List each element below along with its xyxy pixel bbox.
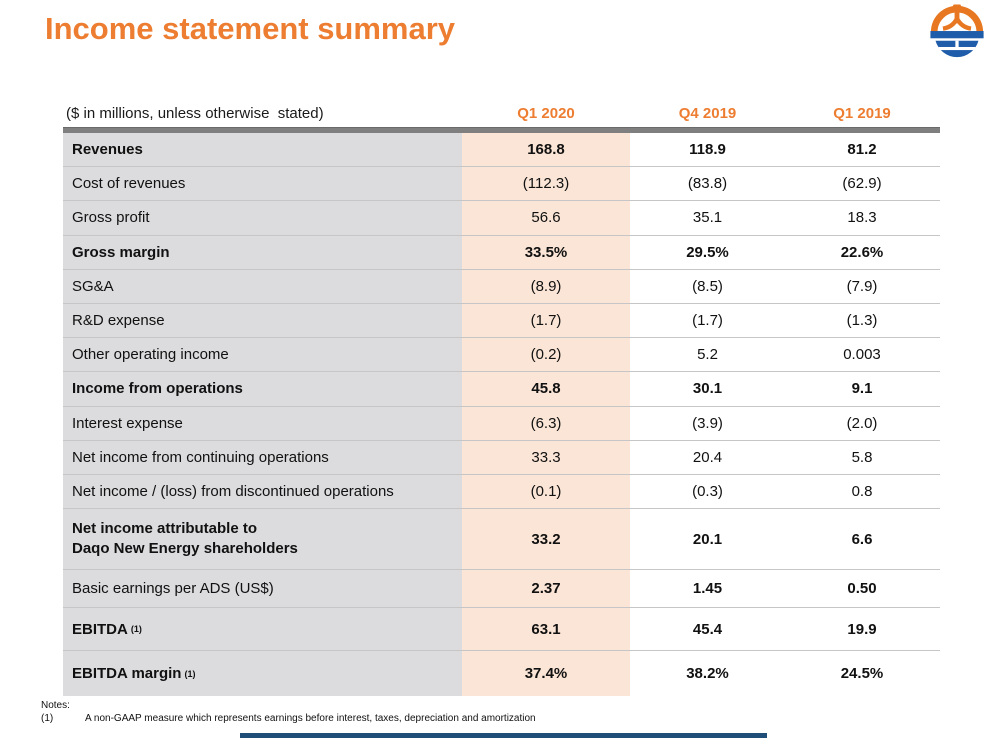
company-logo-icon (930, 4, 984, 58)
row-label: Income from operations (63, 372, 462, 406)
row-label: Basic earnings per ADS (US$) (63, 570, 462, 608)
row-label: Other operating income (63, 338, 462, 372)
column-header-q1-2019: Q1 2019 (833, 105, 891, 122)
cell-value: 56.6 (462, 201, 630, 235)
table-row-interest-expense: Interest expense (6.3) (3.9) (2.0) (63, 406, 940, 441)
cell-value: 33.3 (462, 440, 630, 474)
cell-value: 0.003 (843, 346, 881, 364)
table-row-other-operating-income: Other operating income (0.2) 5.2 0.003 (63, 338, 940, 373)
cell-value: 2.37 (462, 570, 630, 608)
table-row-basic-eps: Basic earnings per ADS (US$) 2.37 1.45 0… (63, 570, 940, 609)
row-label: SG&A (63, 269, 462, 303)
table-row-net-income-discontinued: Net income / (loss) from discontinued op… (63, 474, 940, 510)
cell-value: 35.1 (692, 209, 723, 227)
row-label: Cost of revenues (63, 167, 462, 201)
table-header-row: ($ in millions, unless otherwise stated)… (63, 95, 940, 127)
row-label: R&D expense (63, 303, 462, 338)
row-label: Net income attributable to Daqo New Ener… (63, 509, 462, 570)
cell-value: (6.3) (462, 406, 630, 440)
row-label: EBITDA (1) (63, 608, 462, 651)
cell-value: 45.4 (692, 620, 723, 638)
note-text: A non-GAAP measure which represents earn… (85, 713, 536, 724)
cell-value: 81.2 (847, 141, 877, 159)
cell-value: (0.2) (462, 338, 630, 372)
table-row-revenues: Revenues 168.8 118.9 81.2 (63, 133, 940, 168)
footer-accent-bar (240, 733, 767, 738)
header-divider-rule (63, 127, 940, 133)
unit-note: ($ in millions, unless otherwise stated) (66, 105, 324, 122)
cell-value: 20.4 (692, 448, 723, 466)
cell-value: (0.1) (462, 474, 630, 509)
note-reference: (1) (130, 624, 142, 635)
row-label: Revenues (63, 133, 462, 167)
cell-value: 37.4% (462, 651, 630, 697)
row-label: Interest expense (63, 406, 462, 440)
cell-value: 24.5% (840, 665, 884, 683)
note-reference: (1) (184, 668, 196, 679)
table-row-sga: SG&A (8.9) (8.5) (7.9) (63, 269, 940, 304)
cell-value: 33.2 (462, 509, 630, 570)
table-row-gross-profit: Gross profit 56.6 35.1 18.3 (63, 201, 940, 236)
table-row-net-income-attributable: Net income attributable to Daqo New Ener… (63, 509, 940, 571)
column-header-q4-2019: Q4 2019 (678, 105, 737, 122)
cell-value: 168.8 (462, 133, 630, 167)
cell-value: 0.50 (847, 580, 877, 598)
cell-value: 38.2% (686, 665, 729, 683)
table-row-net-income-continuing: Net income from continuing operations 33… (63, 440, 940, 475)
table-row-income-from-operations: Income from operations 45.8 30.1 9.1 (63, 372, 940, 407)
cell-value: (1.3) (846, 312, 878, 330)
cell-value: 20.1 (692, 530, 723, 548)
cell-value: 118.9 (689, 141, 726, 159)
notes-heading: Notes: (41, 700, 70, 711)
row-label: Gross margin (63, 235, 462, 269)
row-label: EBITDA margin (1) (63, 651, 462, 697)
cell-value: 33.5% (462, 235, 630, 269)
cell-value: (1.7) (692, 312, 723, 330)
page-title: Income statement summary (45, 11, 456, 46)
row-label: Net income from continuing operations (63, 440, 462, 474)
cell-value: 30.1 (692, 380, 723, 398)
cell-value: (7.9) (846, 277, 878, 295)
footnotes: Notes: (1) A non-GAAP measure which repr… (41, 700, 536, 724)
cell-value: (62.9) (842, 175, 882, 193)
cell-value: 5.2 (697, 346, 718, 364)
note-item: (1) A non-GAAP measure which represents … (41, 713, 536, 724)
cell-value: (0.3) (692, 482, 723, 500)
cell-value: 9.1 (851, 380, 873, 398)
table-row-rd-expense: R&D expense (1.7) (1.7) (1.3) (63, 303, 940, 339)
cell-value: 19.9 (847, 620, 877, 638)
column-header-q1-2020: Q1 2020 (517, 105, 575, 122)
table-row-cost-of-revenues: Cost of revenues (112.3) (83.8) (62.9) (63, 167, 940, 202)
note-marker: (1) (41, 713, 54, 724)
cell-value: 22.6% (840, 243, 884, 261)
cell-value: 0.8 (851, 482, 873, 500)
cell-value: (3.9) (692, 414, 723, 432)
cell-value: 45.8 (462, 372, 630, 406)
cell-value: 18.3 (847, 209, 877, 227)
cell-value: 29.5% (686, 243, 729, 261)
cell-value: 5.8 (851, 448, 873, 466)
row-label: Gross profit (63, 201, 462, 235)
cell-value: (112.3) (462, 167, 630, 201)
cell-value: (8.9) (462, 269, 630, 303)
cell-value: (2.0) (846, 414, 878, 432)
cell-value: 6.6 (851, 530, 873, 548)
table-row-ebitda: EBITDA (1) 63.1 45.4 19.9 (63, 608, 940, 652)
cell-value: (8.5) (692, 277, 723, 295)
row-label-line2: Daqo New Energy shareholders (72, 540, 298, 558)
cell-value: 63.1 (462, 608, 630, 651)
cell-value: 1.45 (692, 580, 723, 598)
cell-value: (1.7) (462, 303, 630, 338)
row-label: Net income / (loss) from discontinued op… (63, 474, 462, 509)
row-label-line1: Net income attributable to (72, 520, 258, 538)
table-row-ebitda-margin: EBITDA margin (1) 37.4% 38.2% 24.5% (63, 651, 940, 697)
income-statement-table: ($ in millions, unless otherwise stated)… (63, 95, 940, 697)
table-row-gross-margin: Gross margin 33.5% 29.5% 22.6% (63, 235, 940, 270)
cell-value: (83.8) (687, 175, 728, 193)
